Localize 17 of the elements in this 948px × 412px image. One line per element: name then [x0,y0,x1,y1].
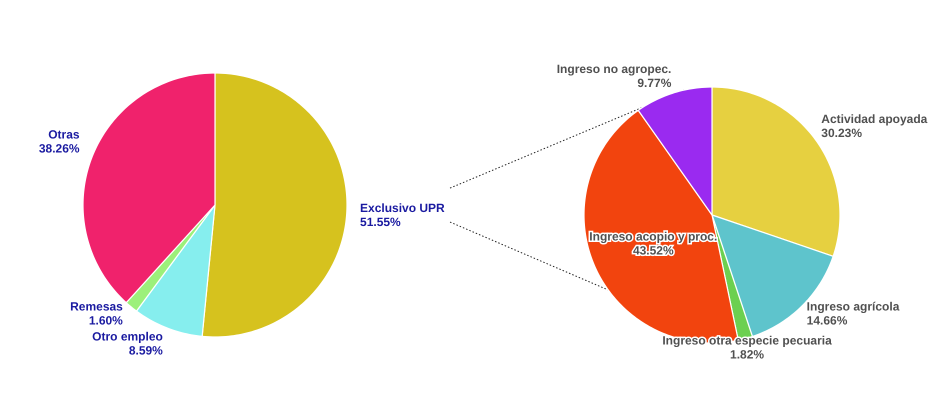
slice-label: Ingreso acopio y proc. [589,230,718,244]
slice-label: Remesas [70,300,124,314]
data-label: 8.59% [128,344,164,358]
data-label: 9.77% [637,76,672,90]
slice-label: Otro empleo [92,330,163,344]
data-label: 51.55% [360,215,402,230]
data-label: 30.23% [821,126,862,140]
data-label: 1.60% [88,314,124,328]
data-label: 1.82% [730,348,764,362]
data-label: 38.26% [38,142,80,156]
slice-label: Exclusivo UPR [360,201,446,216]
slice-label: Actividad apoyada [821,112,928,126]
slice-label: Otras [48,128,80,142]
data-label: 14.66% [806,313,848,328]
slice-label: Ingreso no agropec. [556,62,672,76]
data-label: 43.52% [632,244,674,258]
slice-label: Ingreso agrícola [806,299,900,314]
